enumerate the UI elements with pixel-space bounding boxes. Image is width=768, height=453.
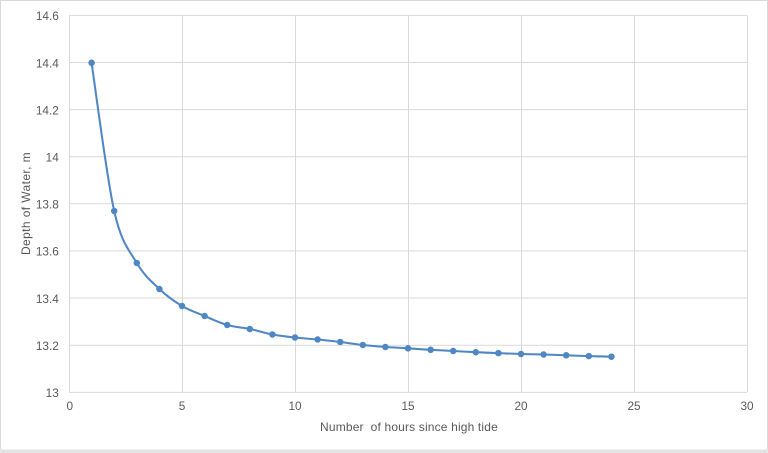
svg-text:25: 25	[627, 399, 641, 413]
svg-text:0: 0	[67, 399, 74, 413]
svg-text:30: 30	[740, 399, 754, 413]
svg-text:5: 5	[179, 399, 186, 413]
svg-text:14.6: 14.6	[36, 9, 59, 23]
svg-text:Depth of Water, m: Depth of Water, m	[19, 152, 33, 255]
svg-text:13.6: 13.6	[36, 245, 59, 259]
svg-text:15: 15	[401, 399, 415, 413]
svg-text:Number of hours since high ti: Number of hours since high tide	[320, 420, 498, 434]
svg-text:13.8: 13.8	[36, 198, 59, 212]
svg-text:14.4: 14.4	[36, 56, 59, 70]
svg-text:14: 14	[46, 151, 60, 165]
svg-text:13.2: 13.2	[36, 339, 59, 353]
svg-text:13: 13	[46, 386, 60, 400]
svg-text:14.2: 14.2	[36, 103, 59, 117]
svg-text:10: 10	[288, 399, 302, 413]
svg-text:20: 20	[514, 399, 528, 413]
svg-text:13.4: 13.4	[36, 292, 59, 306]
